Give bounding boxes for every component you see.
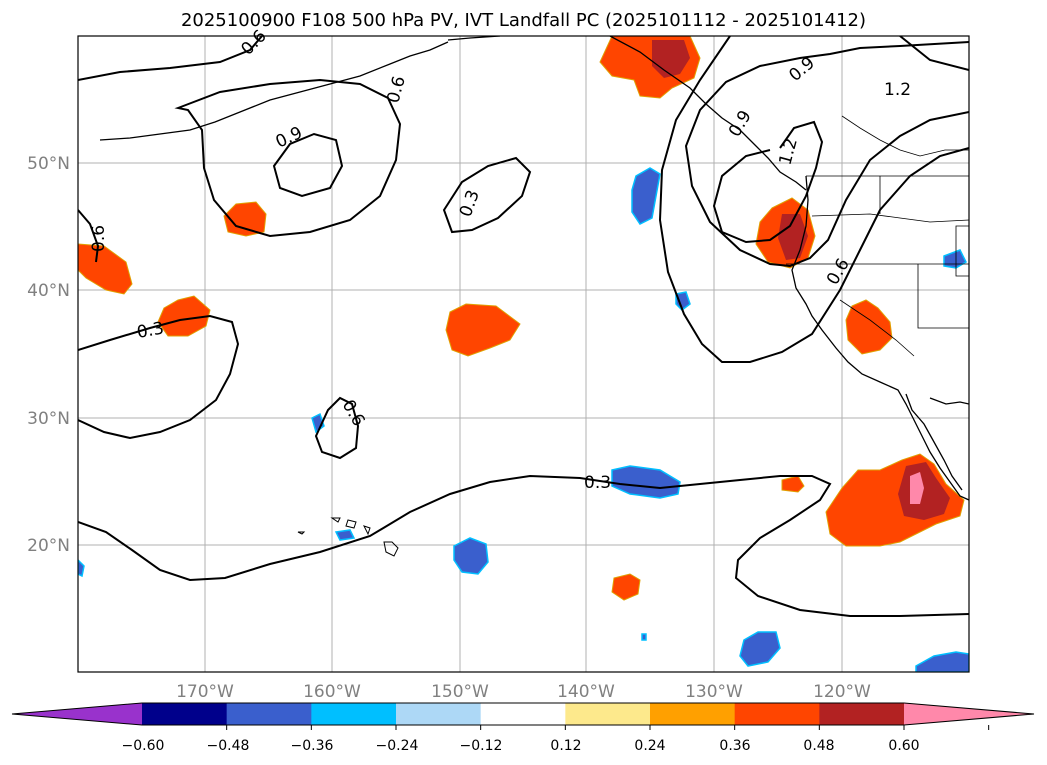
contour-1.2-top (899, 36, 969, 71)
colorbar-segment (311, 703, 397, 725)
colorbar-segment (142, 703, 228, 725)
neg-blob-4 (739, 631, 781, 667)
lon-label: 140°W (557, 682, 615, 702)
neg-blob-1 (631, 167, 661, 225)
neg-blob-3 (453, 537, 489, 575)
borders (786, 115, 969, 357)
contour-label: 0.3 (135, 319, 165, 343)
colorbar-tick-label: −0.12 (460, 738, 503, 754)
hawaiian-islands (297, 517, 399, 557)
neg-blob-2 (611, 465, 681, 499)
colorbar-tick-label: 0.24 (634, 738, 665, 754)
blob-westpac-1 (78, 243, 133, 295)
colorbar-segment (650, 703, 736, 725)
positive-anomaly-regions (78, 36, 965, 601)
colorbar-tick-label: 0.12 (550, 738, 581, 754)
contour-0.6-small (314, 396, 360, 460)
neg-blob-11 (641, 633, 647, 641)
colorbar-tick-label: −0.48 (207, 738, 250, 754)
colorbar (11, 702, 1035, 730)
blob-baja-max (910, 472, 924, 504)
blob-dateline (223, 201, 267, 237)
contour-0.9-east (684, 41, 969, 268)
colorbar-outline (11, 702, 1035, 726)
lon-label: 160°W (303, 682, 361, 702)
colorbar-tick-label: −0.36 (291, 738, 334, 754)
contour-0.3-mid (442, 156, 532, 234)
neg-blob-10 (78, 558, 85, 578)
lon-labels: 170°W 160°W 150°W 140°W 130°W 120°W (176, 682, 871, 702)
contour-0.6-big (174, 78, 402, 238)
contour-0.3-south (78, 474, 969, 617)
neg-blob-7 (675, 291, 691, 311)
map-title: 2025100900 F108 500 hPa PV, IVT Landfall… (180, 10, 867, 31)
lon-label: 150°W (431, 682, 489, 702)
colorbar-extend-low (12, 703, 142, 725)
lat-label: 50°N (27, 154, 70, 174)
colorbar-segment (226, 703, 312, 725)
contour-top-arc (78, 36, 263, 81)
neg-blob-5 (915, 651, 969, 672)
colorbar-tick-label: −0.60 (122, 738, 165, 754)
colorbar-segment (565, 703, 651, 725)
colorbar-tick-label: 0.60 (888, 738, 919, 754)
lat-label: 40°N (27, 281, 70, 301)
colorbar-segment (734, 703, 820, 725)
colorbar-tick-label: 0.48 (803, 738, 834, 754)
blob-35n-1 (157, 295, 211, 337)
contour-0.6-east (658, 36, 969, 363)
blob-central (445, 303, 521, 357)
lon-label: 170°W (176, 682, 234, 702)
colorbar-segment (819, 703, 905, 725)
map-area (78, 36, 969, 672)
pv-contours (78, 36, 969, 617)
lat-labels: 50°N 40°N 30°N 20°N (27, 154, 70, 556)
colorbar-tick-label: 0.36 (719, 738, 750, 754)
lon-label: 130°W (685, 682, 743, 702)
coastlines (99, 36, 969, 501)
neg-blob-9 (334, 529, 356, 541)
contour-label: 1.2 (884, 80, 911, 100)
contour-label: 0.3 (584, 473, 611, 493)
negative-anomaly-regions (78, 167, 969, 672)
contour-0.9-small (272, 132, 344, 198)
colorbar-tick-label: −0.24 (376, 738, 419, 754)
contour-1.2-east (712, 120, 824, 244)
colorbar-segment (480, 703, 566, 725)
colorbar-tick-labels: −0.60 −0.48 −0.36 −0.24 −0.12 0.12 0.24 … (122, 738, 920, 754)
contour-label: 0.6 (89, 225, 109, 252)
colorbar-segment (396, 703, 482, 725)
lon-label: 120°W (813, 682, 871, 702)
lat-label: 20°N (27, 536, 70, 556)
blob-socal (845, 299, 893, 355)
contour-0.3-west (78, 314, 240, 440)
map-frame (77, 35, 970, 673)
colorbar-extend-high (904, 703, 1034, 725)
blob-small-2 (611, 573, 641, 601)
contour-0.6-west-edge (78, 209, 100, 263)
lat-label: 30°N (27, 409, 70, 429)
